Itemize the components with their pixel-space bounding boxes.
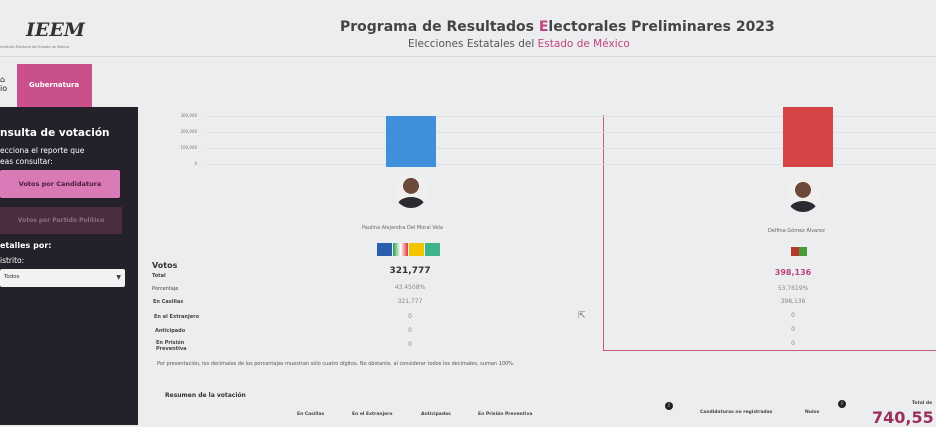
mouse-cursor-icon: ⇱: [578, 311, 586, 321]
votos-heading: Votos: [152, 261, 178, 270]
candidate-porcentaje: 43.4508%: [394, 284, 426, 291]
title-part: Programa de Resultados: [340, 19, 539, 35]
candidate-total: 398,136: [774, 268, 812, 277]
distrito-select[interactable]: Todos ▼: [0, 269, 125, 287]
home-link[interactable]: ⌂ io: [0, 75, 7, 93]
row-label-anticipado: Anticipado: [155, 328, 186, 334]
candidate-casillas: 321,777: [397, 298, 423, 305]
party-logos-coalition: [791, 247, 807, 256]
page-subtitle: Elecciones Estatales del Estado de Méxic…: [408, 38, 630, 50]
candidate-photo: [786, 178, 820, 212]
percentage-note: Por presentación, los decimales de los p…: [157, 361, 515, 367]
total-label: Total de: [912, 401, 933, 406]
candidate-total: 321,777: [389, 266, 431, 276]
sidebar-title: nsulta de votación: [0, 127, 110, 139]
subtitle-accent: Estado de México: [537, 38, 630, 50]
resumen-header: En el Extranjero: [352, 412, 393, 417]
pri-logo: [393, 243, 408, 256]
candidate-casillas: 398,136: [780, 298, 806, 305]
resumen-header: En Casillas: [297, 412, 325, 417]
votos-partido-button[interactable]: Votos por Partido Político: [0, 207, 122, 234]
detalles-label: etalles por:: [0, 241, 52, 250]
bar-paulina[interactable]: [386, 115, 436, 167]
title-part: lectorales Preliminares 2023: [548, 19, 775, 35]
resumen-header: Candidaturas no registradas: [700, 410, 773, 415]
total-votes: 740,55: [872, 408, 934, 427]
y-tick-label: 300,000: [180, 113, 197, 118]
winner-card: [603, 115, 936, 351]
candidate-anticipado: 0: [408, 327, 412, 334]
sidebar: nsulta de votación ecciona el reporte qu…: [0, 107, 138, 425]
row-label-porcentaje: Porcentaje: [152, 286, 179, 292]
title-accent: E: [538, 19, 549, 35]
header-divider: [0, 56, 936, 57]
resumen-header: Nulos: [805, 410, 820, 415]
prd-logo: [409, 243, 424, 256]
votos-candidatura-button[interactable]: Votos por Candidatura: [0, 170, 120, 198]
sidebar-prompt: ecciona el reporte que eas consultar:: [0, 146, 85, 166]
resumen-header: En Prisión Preventiva: [478, 412, 533, 417]
row-label-total: Total: [152, 273, 166, 279]
logo-subtitle: Instituto Electoral del Estado de México: [0, 45, 70, 49]
info-icon[interactable]: i: [838, 400, 846, 408]
party-logos-coalition: [377, 243, 440, 256]
logo-text: IEEM: [26, 19, 85, 41]
tab-gubernatura[interactable]: Gubernatura: [17, 64, 92, 108]
candidate-porcentaje: 53.7619%: [777, 285, 809, 292]
y-tick-label: 0: [194, 161, 197, 166]
subtitle-part: Elecciones Estatales del: [408, 38, 538, 50]
candidate-extranjero: 0: [408, 313, 412, 320]
candidate-photo: [394, 174, 428, 208]
row-label-extranjero: En el Extranjero: [154, 314, 199, 320]
morena-pt-pvem-logo: [791, 247, 807, 256]
home-icon: ⌂: [0, 75, 6, 84]
candidate-extranjero: 0: [791, 312, 795, 319]
distrito-value: Todos: [4, 274, 20, 280]
row-label-prision: En Prisión Preventiva: [156, 340, 187, 352]
pan-logo: [377, 243, 392, 256]
row-label-casillas: En Casillas: [153, 299, 184, 305]
page-title: Programa de Resultados Electorales Preli…: [340, 19, 775, 35]
info-icon[interactable]: i: [665, 402, 673, 410]
caret-down-icon: ▼: [116, 274, 121, 281]
candidate-prision: 0: [408, 341, 412, 348]
resumen-title: Resumen de la votación: [165, 392, 246, 399]
distrito-label: istrito:: [0, 256, 25, 265]
resumen-header: Anticipados: [421, 412, 451, 417]
home-label: io: [0, 84, 8, 93]
y-tick-label: 200,000: [180, 129, 197, 134]
candidate-name: Delfina Gómez Álvarez: [768, 228, 825, 234]
y-tick-label: 100,000: [180, 145, 197, 150]
candidate-anticipado: 0: [791, 326, 795, 333]
candidate-name: Paulina Alejandra Del Moral Vela: [362, 225, 443, 231]
candidate-prision: 0: [791, 340, 795, 347]
panal-logo: [425, 243, 440, 256]
